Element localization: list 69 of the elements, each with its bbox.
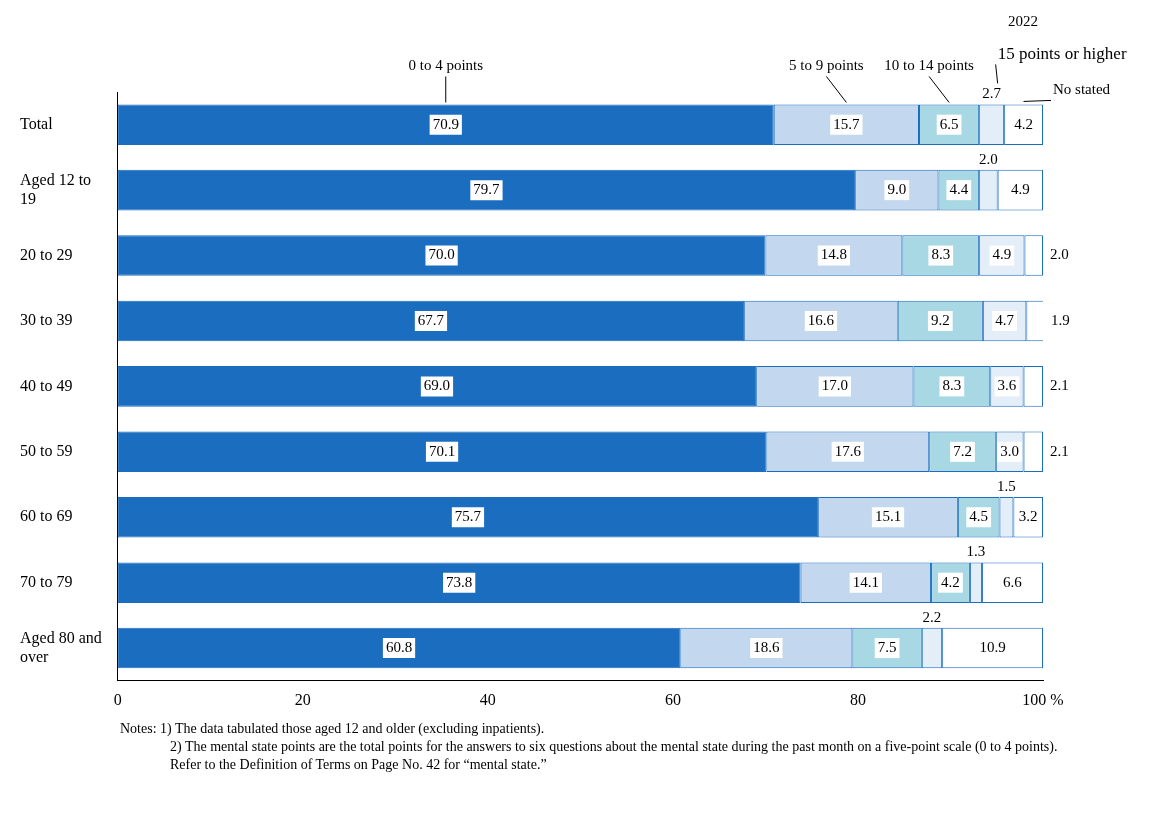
data-label: 2.2 [922, 608, 942, 625]
data-label: 2.7 [982, 85, 1002, 102]
data-label: 9.2 [930, 311, 950, 328]
data-label: 3.0 [1000, 442, 1020, 459]
data-label: 8.3 [931, 246, 951, 263]
data-label: 2.1 [1050, 442, 1069, 459]
data-label: 2.1 [1050, 377, 1069, 394]
data-label: 67.7 [417, 311, 445, 328]
data-label: 4.2 [941, 573, 960, 590]
data-label: 4.2 [1014, 115, 1033, 132]
data-label: 2.0 [979, 150, 998, 167]
data-label: 15.1 [874, 508, 902, 525]
data-label: 10.9 [979, 639, 1006, 656]
y-tick-label: Aged 12 to 19 [20, 170, 92, 207]
data-label: 70.1 [428, 442, 456, 459]
data-label: 6.6 [1003, 573, 1023, 590]
data-label: 17.0 [821, 377, 848, 394]
data-label: 14.1 [852, 573, 879, 590]
data-label: 70.0 [428, 246, 455, 263]
text: Refer to the Definition of Terms on Page No. 42 for “mental state.” [169, 756, 548, 774]
data-label: 3.2 [1018, 508, 1038, 525]
data-label: 4.9 [1010, 181, 1030, 198]
text: 2) The mental state points are the total points for the answers to six questions about the mental state during the past month on a five-point scale (0 to 4 points). [169, 738, 1059, 756]
data-label: 1.9 [1050, 311, 1070, 328]
data-label: 75.7 [454, 508, 482, 525]
data-label: 7.5 [877, 639, 897, 656]
y-tick-label: 30 to 39 [20, 311, 73, 329]
y-tick-label: 60 to 69 [20, 507, 73, 525]
data-label: 9.0 [887, 181, 907, 198]
data-label: 18.6 [753, 639, 780, 656]
text: 5 to 9 points [789, 57, 864, 74]
data-label: 73.8 [446, 573, 473, 590]
series-label: No stated [1053, 81, 1111, 98]
data-label: 14.8 [820, 246, 848, 263]
y-tick-label: 70 to 79 [20, 572, 73, 590]
data-label: 4.5 [969, 508, 989, 525]
x-tick-label: 40 [479, 690, 496, 708]
data-label: 4.9 [992, 246, 1012, 263]
data-label: 6.5 [939, 115, 959, 132]
x-tick-label: 80 [849, 690, 866, 708]
data-label: 60.8 [385, 639, 413, 656]
data-label: 69.0 [423, 377, 451, 394]
text: Notes: 1) The data tabulated those aged 12 and older (excluding inpatients). [120, 720, 546, 738]
x-tick-label: 60 [664, 690, 681, 708]
y-tick-label: 50 to 59 [20, 442, 73, 460]
y-tick-label: Total [20, 114, 54, 132]
data-label: 1.5 [997, 477, 1016, 494]
data-label: 17.6 [834, 442, 862, 459]
x-tick-label: 20 [294, 690, 311, 708]
x-tick-label: 0 [113, 690, 122, 708]
data-label: 7.2 [953, 442, 972, 459]
y-tick-label: 40 to 49 [20, 376, 73, 394]
data-label: 4.4 [949, 181, 969, 198]
text: 0 to 4 points [408, 57, 484, 74]
data-label: 15.7 [833, 115, 861, 132]
text: 15 points or higher [997, 43, 1127, 63]
y-tick-label: Aged 80 and over [20, 628, 102, 665]
y-tick-label: 20 to 29 [20, 245, 73, 263]
data-label: 8.3 [942, 377, 962, 394]
data-label: 2.0 [1050, 246, 1069, 263]
text: 10 to 14 points [884, 57, 975, 74]
data-label: 79.7 [473, 181, 501, 198]
data-label: 1.3 [966, 543, 986, 560]
data-label: 3.6 [997, 377, 1017, 394]
chart-subtitle: 2022 [1008, 12, 1038, 29]
x-tick-label: 100 % [1022, 690, 1064, 708]
data-label: 70.9 [432, 115, 459, 132]
data-label: 4.7 [995, 311, 1015, 328]
data-label: 16.6 [807, 311, 835, 328]
